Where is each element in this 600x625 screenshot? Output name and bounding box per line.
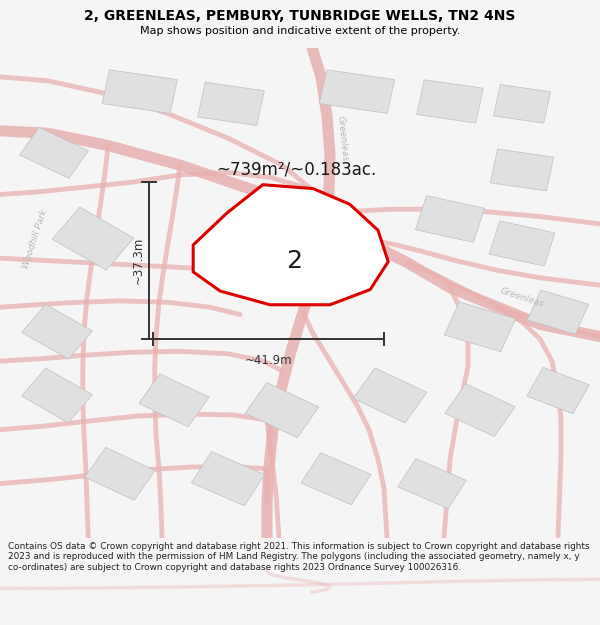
Text: Map shows position and indicative extent of the property.: Map shows position and indicative extent… bbox=[140, 26, 460, 36]
Polygon shape bbox=[417, 80, 483, 123]
Polygon shape bbox=[85, 448, 155, 500]
Polygon shape bbox=[398, 459, 466, 509]
Polygon shape bbox=[445, 384, 515, 437]
Polygon shape bbox=[301, 452, 371, 505]
Polygon shape bbox=[102, 70, 178, 113]
Polygon shape bbox=[193, 185, 388, 305]
Polygon shape bbox=[489, 221, 555, 266]
Polygon shape bbox=[445, 302, 515, 352]
Text: Greenleas: Greenleas bbox=[499, 286, 545, 309]
Polygon shape bbox=[527, 290, 589, 334]
Text: ~37.3m: ~37.3m bbox=[131, 237, 145, 284]
Polygon shape bbox=[22, 368, 92, 423]
Polygon shape bbox=[22, 304, 92, 359]
Text: 2, GREENLEAS, PEMBURY, TUNBRIDGE WELLS, TN2 4NS: 2, GREENLEAS, PEMBURY, TUNBRIDGE WELLS, … bbox=[85, 9, 515, 24]
Polygon shape bbox=[245, 382, 319, 438]
Text: ~41.9m: ~41.9m bbox=[245, 354, 292, 367]
Polygon shape bbox=[20, 127, 88, 178]
Text: ~739m²/~0.183ac.: ~739m²/~0.183ac. bbox=[216, 160, 376, 178]
Polygon shape bbox=[494, 84, 550, 123]
Polygon shape bbox=[490, 149, 554, 191]
Text: Woodhill Park: Woodhill Park bbox=[21, 208, 49, 269]
Polygon shape bbox=[262, 219, 314, 258]
Polygon shape bbox=[52, 207, 134, 270]
Text: Greenleas: Greenleas bbox=[335, 115, 349, 161]
Polygon shape bbox=[527, 368, 589, 414]
Polygon shape bbox=[319, 70, 395, 113]
Polygon shape bbox=[353, 368, 427, 423]
Polygon shape bbox=[191, 452, 265, 506]
Polygon shape bbox=[198, 82, 264, 126]
Polygon shape bbox=[139, 374, 209, 427]
Text: 2: 2 bbox=[286, 249, 302, 272]
Polygon shape bbox=[415, 196, 485, 242]
Text: Contains OS data © Crown copyright and database right 2021. This information is : Contains OS data © Crown copyright and d… bbox=[8, 542, 589, 572]
